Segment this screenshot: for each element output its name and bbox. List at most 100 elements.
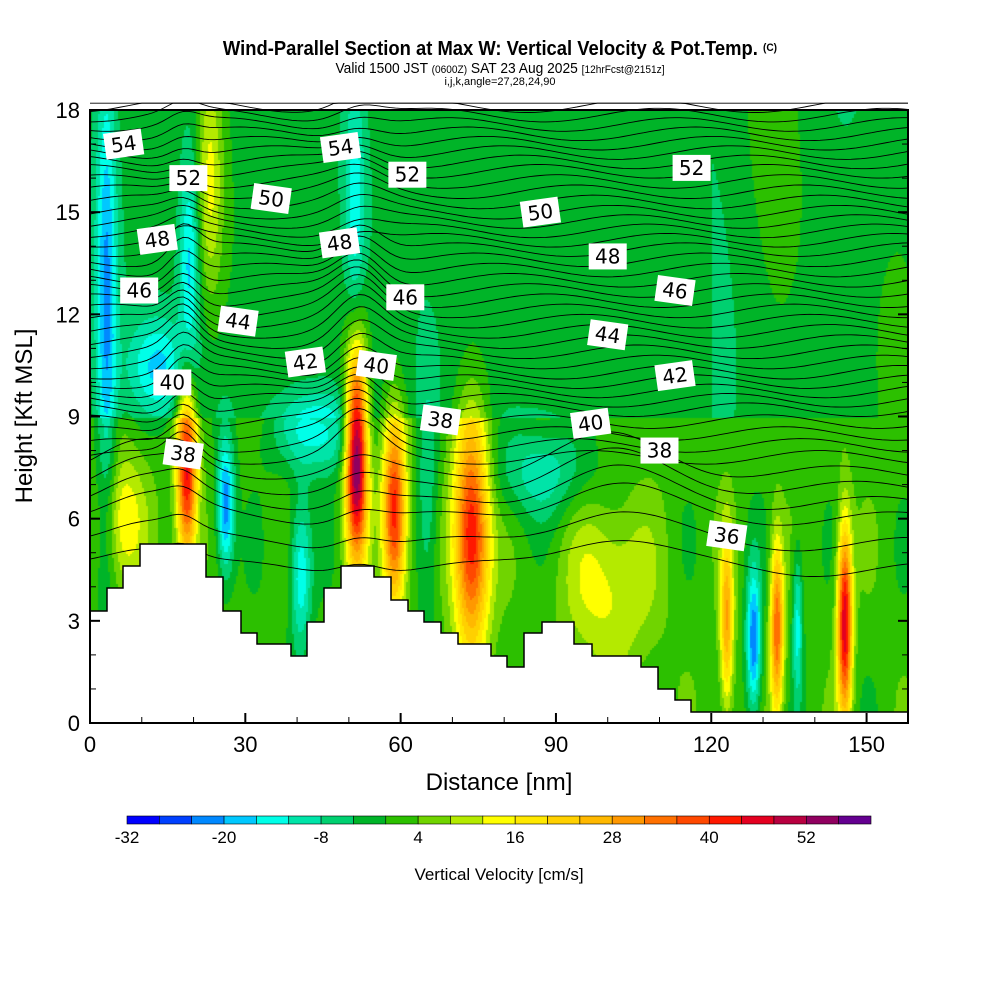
contour-label: 50 [519, 196, 562, 228]
valid-time: Valid 1500 JST [335, 60, 428, 77]
x-axis-label: Distance [nm] [426, 769, 573, 796]
contour-label-box [136, 223, 178, 255]
colorbar-tick-label: 16 [506, 828, 525, 847]
isentrope-line [89, 110, 908, 132]
contour-label-box [319, 131, 362, 163]
y-tick-label: 3 [68, 609, 80, 634]
contour-label-text: 42 [661, 362, 690, 389]
contour-label-text: 52 [395, 163, 420, 187]
forecast-info: [12hrFcst@2151z] [581, 64, 665, 76]
isentrope-line [89, 123, 909, 142]
contour-label-text: 44 [593, 321, 622, 348]
isentrope-line [89, 356, 909, 389]
colorbar-tick-label: 52 [797, 828, 816, 847]
contour-label-text: 38 [426, 406, 455, 433]
x-tick-label: 120 [693, 732, 730, 757]
y-axis-label: Height [Kft MSL] [11, 329, 38, 504]
contour-label: 48 [588, 243, 627, 270]
colorbar-tick-label: 4 [413, 828, 422, 847]
contour-label: 52 [388, 161, 427, 188]
colorbar-swatch [417, 815, 451, 825]
y-tick-labels: 0 3 6 9 12 15 18 [56, 98, 80, 736]
contour-label-text: 48 [325, 229, 354, 256]
isentrope-line [89, 102, 909, 123]
contour-label-box [570, 407, 612, 439]
colorbar-swatch [676, 815, 710, 825]
isentrope-line [89, 252, 909, 288]
contour-label-text: 46 [126, 278, 151, 302]
colorbar-swatch [320, 815, 354, 825]
contour-label: 52 [672, 154, 711, 181]
colorbar-tick-labels: -32 -20 -8 4 16 28 40 52 [115, 828, 816, 847]
isentrope-line [89, 482, 909, 526]
isentrope-line [89, 447, 909, 496]
contour-label: 42 [654, 360, 696, 392]
isentrope-line [90, 266, 909, 308]
contour-label: 40 [570, 407, 612, 439]
contour-label-box [587, 319, 629, 351]
chart-subtitle: Valid 1500 JST (0600Z) SAT 23 Aug 2025 [… [40, 60, 960, 77]
contour-label-box [640, 437, 679, 464]
colorbar-swatch [385, 815, 419, 825]
contour-label: 44 [217, 305, 259, 337]
grid-indices: i,j,k,angle=27,28,24,90 [444, 76, 556, 88]
contour-label-box [169, 165, 208, 192]
potential-temperature-contours [89, 102, 909, 577]
colorbar-swatch [579, 815, 613, 825]
colorbar-swatch [256, 815, 290, 825]
contour-label-box [386, 284, 425, 311]
x-tick-label: 30 [233, 732, 257, 757]
contour-label-box [103, 128, 145, 160]
isentrope-line [89, 172, 909, 199]
colorbar-swatch [450, 815, 484, 825]
y-tick-label: 0 [68, 711, 80, 736]
colorbar-swatch [773, 815, 807, 825]
contour-label-box [355, 349, 397, 381]
contour-label-box [388, 161, 427, 188]
valid-date: SAT 23 Aug 2025 [470, 60, 578, 77]
contour-label-text: 54 [326, 134, 355, 161]
y-tick-label: 6 [68, 507, 80, 532]
colorbar-swatch [514, 815, 548, 825]
isentrope-line [89, 306, 909, 349]
isentrope-line [89, 380, 909, 417]
contour-label: 48 [318, 227, 361, 259]
contour-label-text: 40 [576, 410, 605, 437]
isentrope-line [89, 274, 908, 319]
colorbar-tick-label: -32 [115, 828, 140, 847]
contour-label-box [588, 243, 627, 270]
isentrope-line [89, 398, 909, 441]
isentrope-line [89, 163, 909, 189]
contour-label-text: 48 [595, 244, 620, 268]
colorbar-swatch [708, 815, 742, 825]
colorbar-swatch [838, 815, 872, 825]
contour-label-text: 40 [362, 352, 391, 379]
contour-label-text: 54 [109, 130, 138, 157]
contour-label: 38 [162, 438, 204, 470]
contour-label-text: 48 [143, 226, 172, 253]
colorbar-tick-label: 40 [700, 828, 719, 847]
contour-label-text: 52 [679, 156, 704, 180]
contour-label-text: 44 [224, 307, 253, 334]
utc-time: (0600Z) [431, 64, 468, 76]
contour-label-text: 36 [713, 522, 742, 549]
title-text: Wind-Parallel Section at Max W: Vertical… [222, 38, 758, 60]
isentrope-line [89, 511, 909, 552]
contour-label-box [654, 360, 696, 392]
contour-label-box [120, 277, 159, 304]
isentrope-line [89, 259, 909, 298]
isentrope-line [89, 283, 909, 329]
colorbar-swatch [806, 815, 839, 825]
isentrope-line [89, 204, 909, 229]
contour-label-text: 50 [257, 185, 286, 212]
contour-label-text: 38 [169, 440, 198, 467]
isentrope-line [89, 464, 909, 511]
isentrope-line [89, 214, 909, 239]
isentrope-line [89, 182, 909, 210]
isentrope-line [89, 374, 909, 408]
y-tick-label: 15 [56, 200, 80, 225]
colorbar-swatch [159, 815, 192, 825]
y-tick-label: 12 [56, 302, 80, 327]
contour-label: 40 [153, 369, 192, 396]
